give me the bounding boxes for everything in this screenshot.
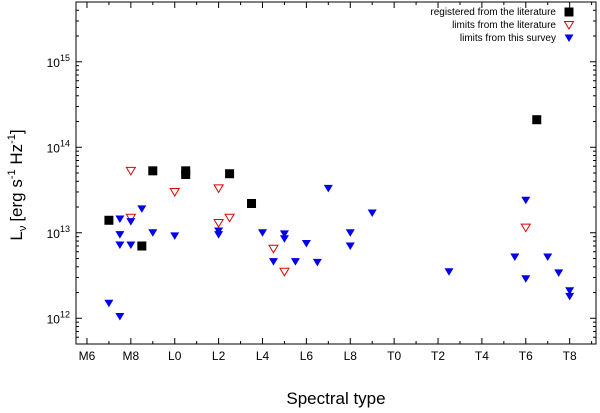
literature-limit-point xyxy=(125,166,137,176)
survey-limit-point xyxy=(126,241,136,249)
survey-limit-point xyxy=(301,239,311,248)
registered-point xyxy=(247,198,257,208)
survey-limit-point xyxy=(170,232,180,240)
survey-limit-point xyxy=(148,229,158,237)
x-tick-label: L8 xyxy=(344,349,358,363)
y-axis-title-units-exp2: -1 xyxy=(6,134,18,144)
survey-limit-point xyxy=(104,299,114,308)
y-axis-title-units-exp1: -1 xyxy=(6,169,18,179)
survey-limit-point xyxy=(521,196,531,205)
y-axis-title-symbol: L xyxy=(7,231,26,240)
legend-marker-survey-limits xyxy=(564,34,574,42)
literature-limit-point xyxy=(213,219,224,228)
y-tick-label: 1013 xyxy=(47,224,70,241)
survey-limit-point xyxy=(115,231,125,239)
survey-limit-point xyxy=(554,269,564,277)
literature-limit-point xyxy=(279,267,290,277)
survey-limit-point xyxy=(345,229,355,237)
registered-point xyxy=(532,115,542,125)
y-axis-title-units: [erg s xyxy=(7,179,26,222)
x-tick-label: M6 xyxy=(79,349,96,363)
x-tick-label: L4 xyxy=(256,349,270,363)
x-tick-label: M8 xyxy=(123,349,140,363)
survey-limit-point xyxy=(115,215,125,223)
survey-limit-point xyxy=(367,209,377,218)
x-tick-label: L0 xyxy=(168,349,182,363)
registered-point xyxy=(225,169,235,179)
x-axis-title: Spectral type xyxy=(286,389,385,408)
survey-limit-point xyxy=(345,242,355,251)
survey-limit-point xyxy=(323,184,333,193)
x-tick-label: T2 xyxy=(431,349,445,363)
y-tick-label: 1012 xyxy=(47,309,70,326)
y-axis-title-units-mid: Hz xyxy=(7,144,26,170)
literature-limit-point xyxy=(213,184,224,194)
y-axis-title-subscript: ν xyxy=(17,225,29,231)
legend-label-lit-limits: limits from the literature xyxy=(452,20,556,31)
y-axis: 1012 1013 1014 1015 xyxy=(47,1,596,345)
survey-limit-point xyxy=(312,258,322,267)
survey-limit-point xyxy=(510,253,520,262)
legend: registered from the literature limits fr… xyxy=(430,7,575,44)
legend-marker-lit-limits xyxy=(563,21,575,30)
x-tick-label: T4 xyxy=(475,349,489,363)
legend-label-registered: registered from the literature xyxy=(430,7,556,18)
survey-limit-point xyxy=(543,253,553,262)
survey-limit-point xyxy=(137,205,147,213)
literature-limit-point xyxy=(169,187,181,197)
x-tick-label: T0 xyxy=(387,349,401,363)
legend-markers xyxy=(563,7,575,42)
registered-point xyxy=(148,166,158,176)
y-axis-title-units-end: ] xyxy=(7,129,26,134)
data-points xyxy=(104,115,575,321)
x-tick-label: T6 xyxy=(519,349,533,363)
x-tick-label: T8 xyxy=(563,349,577,363)
legend-marker-registered xyxy=(564,7,574,17)
survey-limit-point xyxy=(257,229,267,237)
survey-limit-point xyxy=(268,258,278,266)
survey-limit-point xyxy=(521,275,531,283)
x-tick-label: L2 xyxy=(212,349,226,363)
literature-limit-point xyxy=(520,223,532,233)
literature-limit-point xyxy=(224,213,235,223)
y-axis-title: Lν[erg s-1 Hz-1] xyxy=(6,129,29,240)
survey-limit-point xyxy=(279,235,289,243)
survey-limit-point xyxy=(115,241,125,249)
legend-label-survey-limits: limits from this survey xyxy=(460,33,556,44)
x-axis: M6 M8 L0 L2 L4 L6 L8 T0 T2 T4 T6 T8 xyxy=(79,2,593,363)
y-tick-label: 1014 xyxy=(47,138,70,155)
survey-limit-point xyxy=(565,292,575,301)
literature-limit-point xyxy=(125,213,137,223)
survey-limit-point xyxy=(444,268,454,276)
y-tick-label: 1015 xyxy=(47,53,70,70)
literature-limit-point xyxy=(268,244,279,254)
survey-limit-point xyxy=(126,218,136,226)
survey-limit-point xyxy=(115,312,125,321)
survey-limit-point xyxy=(290,258,300,266)
registered-point xyxy=(137,241,147,251)
survey-limit-point xyxy=(565,287,575,295)
x-tick-label: L6 xyxy=(300,349,314,363)
registered-point xyxy=(104,215,114,225)
survey-limit-point xyxy=(214,231,224,239)
survey-limit-point xyxy=(279,230,289,238)
registered-point xyxy=(181,170,191,180)
